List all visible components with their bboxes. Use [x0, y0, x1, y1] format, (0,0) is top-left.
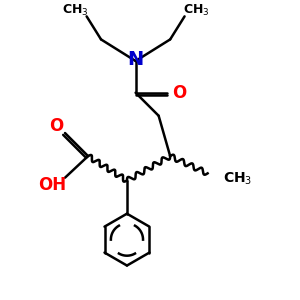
Text: CH$_3$: CH$_3$ [62, 3, 88, 18]
Text: N: N [128, 50, 144, 69]
Text: O: O [49, 117, 64, 135]
Text: O: O [172, 84, 186, 102]
Text: CH$_3$: CH$_3$ [183, 3, 209, 18]
Text: CH$_3$: CH$_3$ [224, 171, 253, 187]
Text: OH: OH [38, 176, 66, 194]
